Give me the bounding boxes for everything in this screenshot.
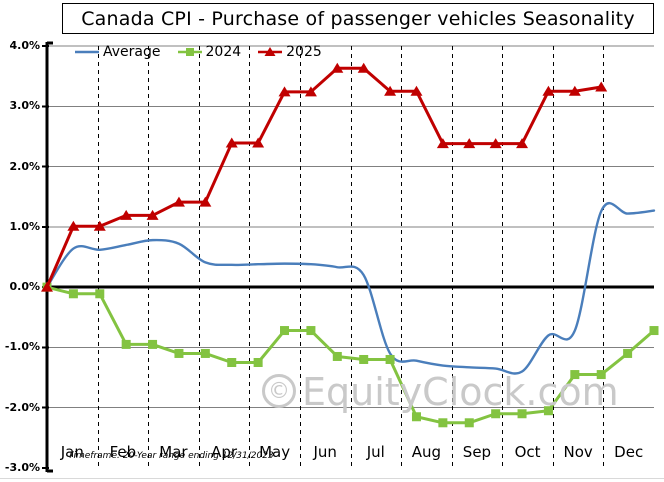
series-2024 <box>42 282 659 428</box>
data-point-marker <box>649 326 659 336</box>
data-point-marker <box>93 220 106 231</box>
data-point-marker <box>252 137 265 148</box>
data-point-marker <box>596 370 606 380</box>
legend-swatch-average-icon <box>75 50 99 54</box>
data-point-marker <box>332 351 342 361</box>
data-point-marker <box>623 348 633 358</box>
data-point-marker <box>200 348 210 358</box>
legend-swatch-2024-icon <box>177 48 202 56</box>
data-point-marker <box>357 62 370 73</box>
y-axis-label-1: 3.0% <box>9 99 40 113</box>
data-point-marker <box>411 412 421 422</box>
chart-footer-timeframe: Timeframe: 20-Year range ending 12/31/20… <box>68 451 274 461</box>
data-point-marker <box>146 209 159 220</box>
bottom-divider <box>0 478 664 479</box>
data-point-marker <box>304 86 317 97</box>
legend-label-average: Average <box>103 44 161 60</box>
x-axis-label-oct: Oct <box>514 443 541 461</box>
data-point-marker <box>225 137 238 148</box>
x-axis-label-mar: Mar <box>159 443 188 461</box>
legend-item-2024[interactable]: 2024 <box>177 44 242 60</box>
x-axis-label-apr: Apr <box>211 443 238 461</box>
data-point-marker <box>385 354 395 364</box>
data-point-marker <box>410 85 423 96</box>
data-point-marker <box>227 358 237 367</box>
series-2025 <box>41 62 608 292</box>
data-point-marker <box>595 81 608 92</box>
data-point-marker <box>463 138 476 149</box>
data-point-marker <box>41 281 53 292</box>
data-point-marker <box>67 220 80 231</box>
y-axis-label-7: -3.0% <box>4 461 40 474</box>
legend-label-2025: 2025 <box>286 44 322 60</box>
series-average <box>45 202 656 375</box>
x-axis-label-aug: Aug <box>411 443 442 461</box>
data-point-marker <box>570 370 580 380</box>
data-point-marker <box>438 418 448 428</box>
series-line-2024 <box>45 285 656 425</box>
y-axis-label-3: 1.0% <box>9 219 40 233</box>
data-point-marker <box>489 138 502 149</box>
data-point-marker <box>253 358 263 367</box>
data-point-marker <box>148 339 158 349</box>
x-axis-label-jul: Jul <box>366 443 385 461</box>
data-point-marker <box>542 85 555 96</box>
x-axis-label-dec: Dec <box>614 443 644 461</box>
x-axis-label-may: May <box>259 443 291 461</box>
legend-label-2024: 2024 <box>205 44 242 60</box>
data-point-marker <box>278 86 291 97</box>
data-point-marker <box>280 326 290 336</box>
data-point-marker <box>120 209 133 220</box>
data-point-marker <box>174 348 184 358</box>
data-point-marker <box>517 409 527 419</box>
y-axis-label-6: -2.0% <box>4 400 40 414</box>
legend-swatch-2025-icon <box>258 47 283 56</box>
x-axis-label-jan: Jan <box>60 443 84 461</box>
legend-item-average[interactable]: Average <box>74 44 161 60</box>
x-axis-label-jun: Jun <box>313 443 337 461</box>
y-axis-label-5: -1.0% <box>4 340 40 354</box>
y-axis-label-4: 0.0% <box>9 280 40 294</box>
legend-item-2025[interactable]: 2025 <box>257 44 322 60</box>
data-point-marker <box>172 196 185 207</box>
series-line-2025 <box>45 66 603 289</box>
data-point-marker <box>516 138 529 149</box>
series-line-average <box>45 202 656 375</box>
x-axis-label-sep: Sep <box>462 443 492 461</box>
data-point-marker <box>121 339 131 349</box>
data-point-marker <box>436 138 449 149</box>
chart-title-box: Canada CPI - Purchase of passenger vehic… <box>62 3 654 34</box>
data-point-marker <box>568 85 581 96</box>
x-axis-label-feb: Feb <box>109 443 137 461</box>
data-point-marker <box>68 289 78 299</box>
data-point-marker <box>543 406 553 416</box>
data-point-marker <box>384 85 397 96</box>
chart-legend: Average 2024 2025 <box>74 42 322 62</box>
data-point-marker <box>464 418 474 428</box>
data-point-marker <box>331 62 344 73</box>
data-point-marker <box>95 289 105 299</box>
data-point-marker <box>359 354 369 364</box>
y-axis-label-2: 2.0% <box>9 159 40 173</box>
x-axis-label-nov: Nov <box>563 443 593 461</box>
y-axis-label-0: 4.0% <box>9 39 40 52</box>
data-point-marker <box>491 409 501 419</box>
chart-title: Canada CPI - Purchase of passenger vehic… <box>81 7 635 30</box>
data-point-marker <box>199 196 212 207</box>
data-point-marker <box>306 326 316 336</box>
